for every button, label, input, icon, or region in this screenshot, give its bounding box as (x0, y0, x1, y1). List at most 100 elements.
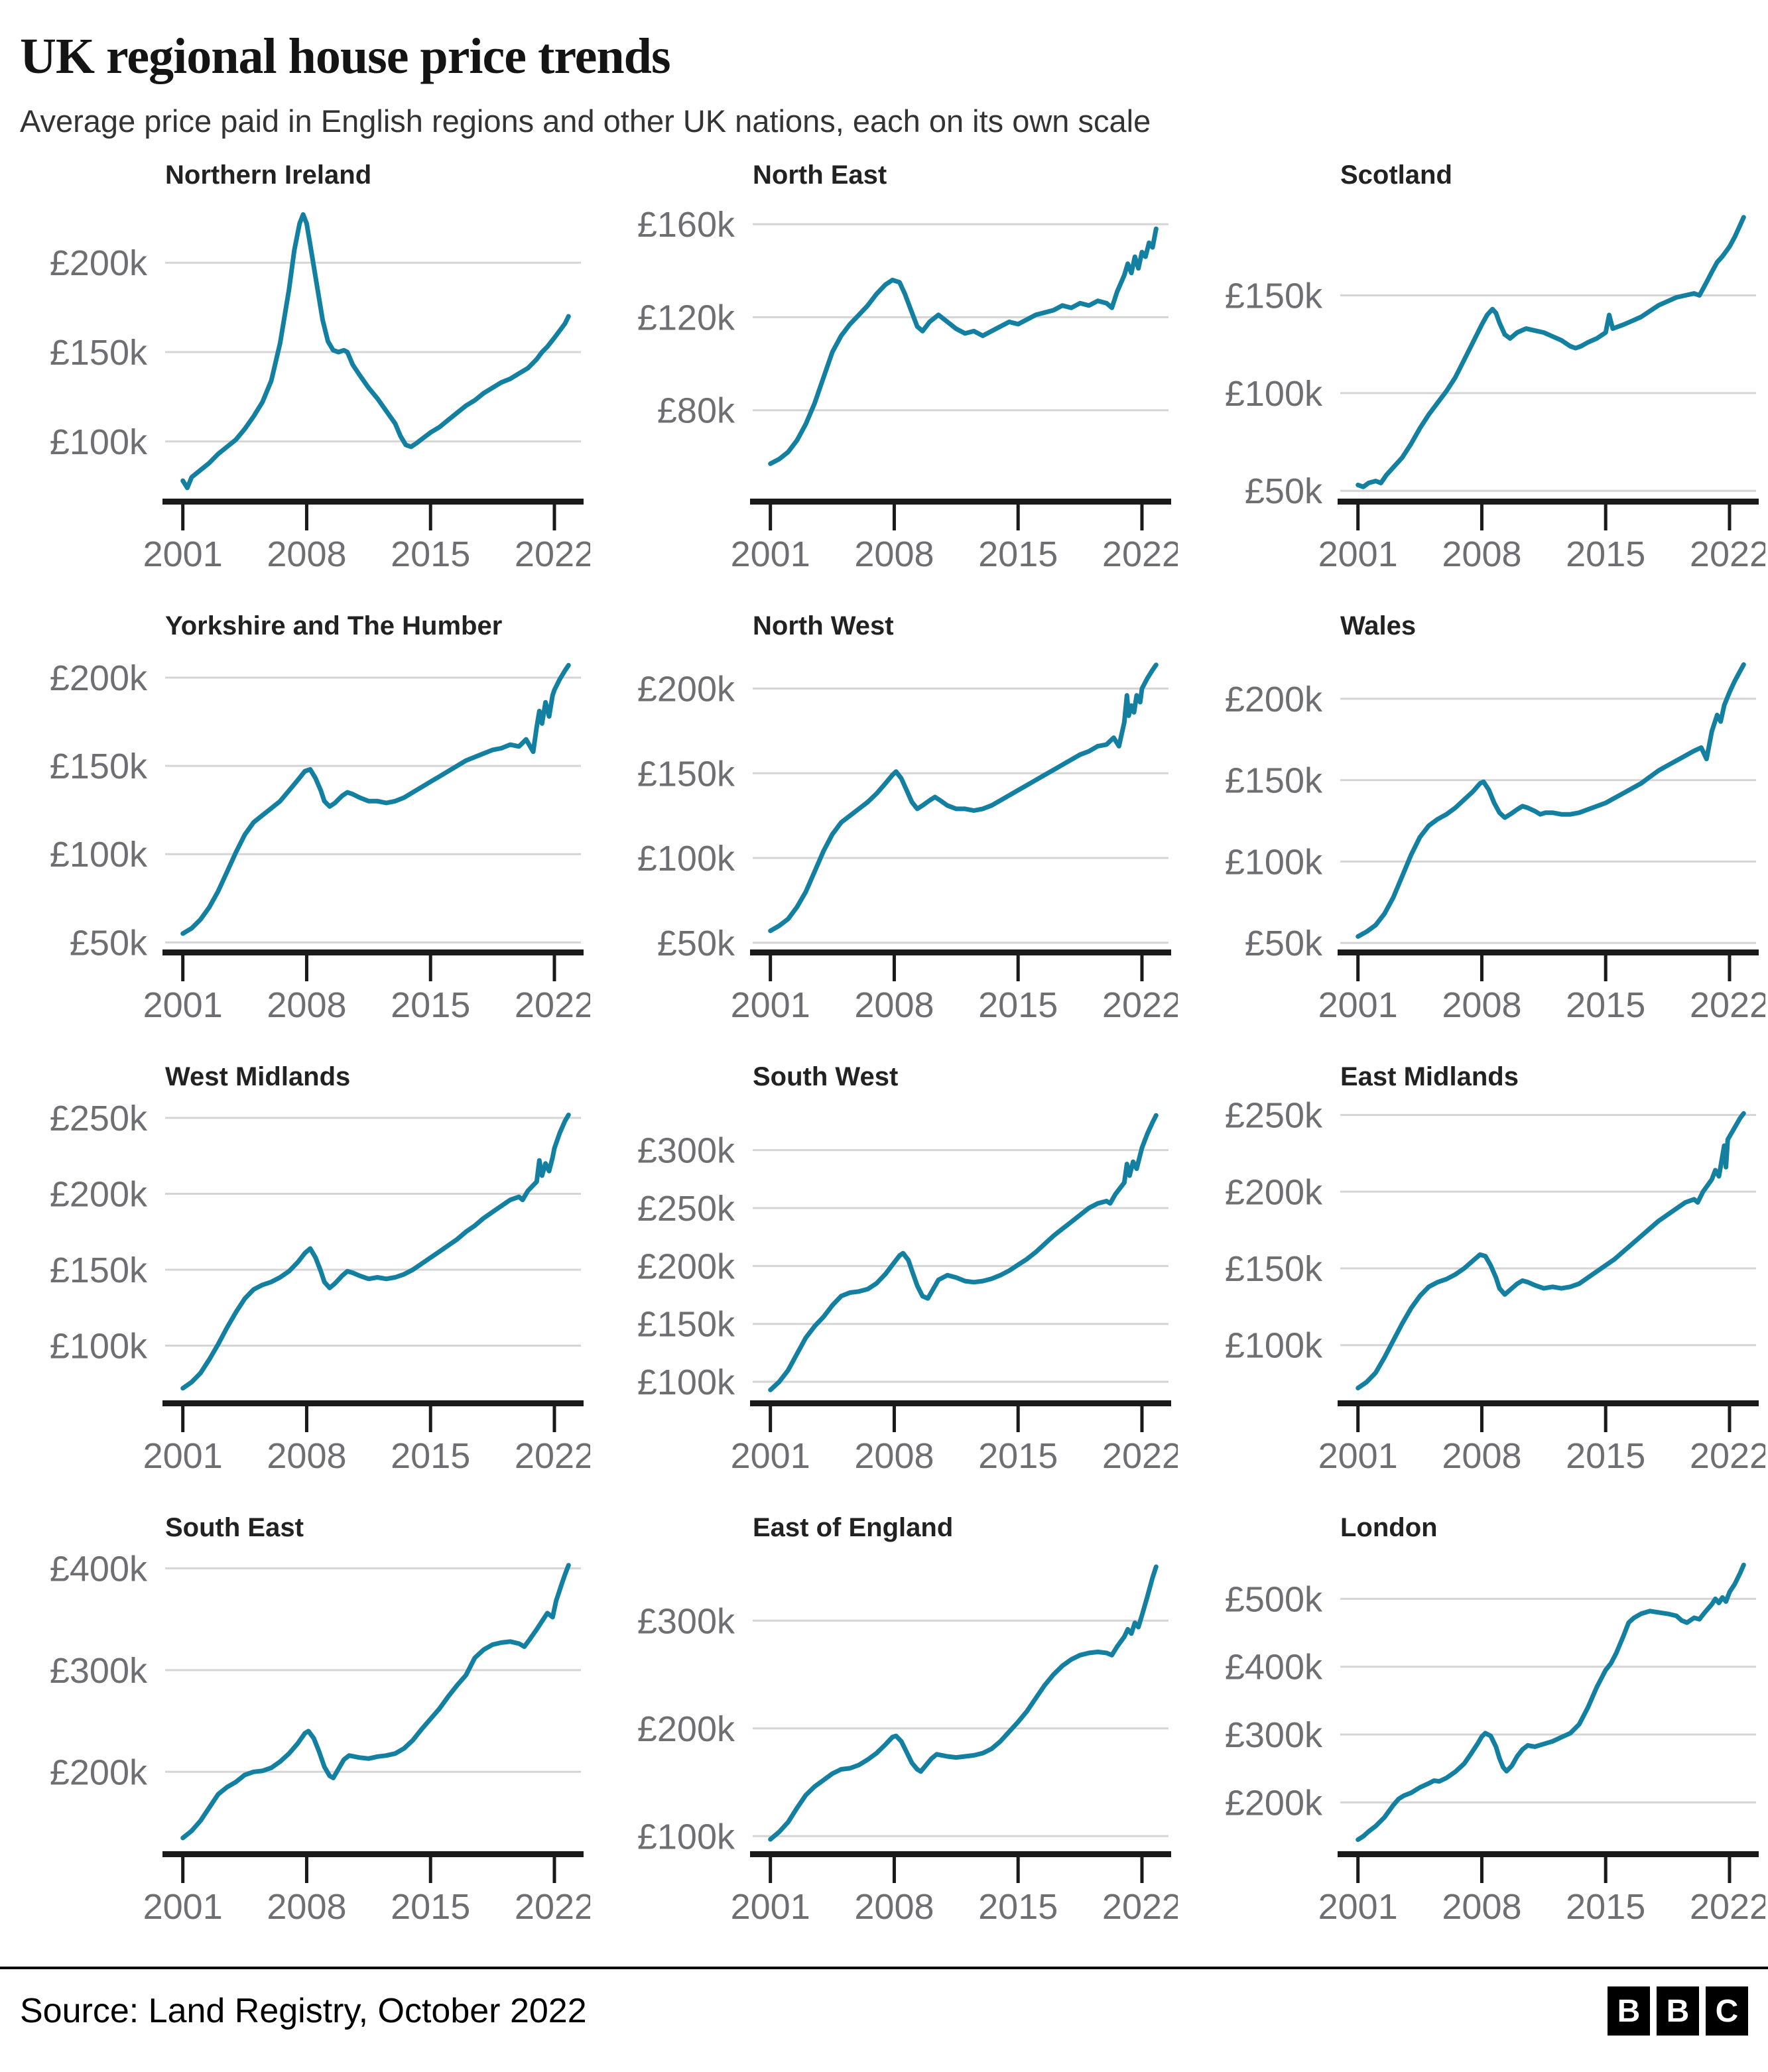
x-tick-label: 2022 (515, 1436, 590, 1476)
y-tick-label: £300k (637, 1131, 735, 1171)
x-tick-label: 2015 (978, 1436, 1058, 1476)
panel-north-west: North West £50k £100k £150k £200k 2001 2008 201… (597, 610, 1178, 1032)
x-tick-label: 2015 (1566, 1887, 1645, 1927)
y-tick-label: £50k (1245, 924, 1323, 963)
y-tick-label: £100k (50, 1327, 148, 1367)
price-line (1356, 1562, 1746, 1843)
y-tick-label: £150k (50, 333, 148, 373)
x-axis-baseline (750, 1400, 1171, 1406)
bbc-logo-letter: B (1666, 1993, 1690, 2029)
page-title: UK regional house price trends (20, 29, 671, 84)
panel-west-midlands: West Midlands £100k £150k £200k £250k 2001 200… (9, 1061, 590, 1483)
x-axis-baseline (750, 1851, 1171, 1857)
x-tick-label: 2008 (1442, 1436, 1521, 1476)
y-tick-label: £200k (50, 243, 148, 283)
panel-title: South West (753, 1062, 899, 1091)
x-axis-baseline (1338, 949, 1759, 955)
chart-svg: £50k £100k £150k £200k 2001 2008 2015 2022 (50, 658, 590, 1025)
y-tick-label: £150k (50, 1250, 148, 1290)
x-tick-label: 2008 (267, 534, 346, 574)
panel-northern-ireland: Northern Ireland £100k £150k £200k 2001 2008 2… (9, 159, 590, 581)
x-axis-baseline (1338, 1400, 1759, 1406)
chart-svg: £200k £300k £400k 2001 2008 2015 2022 (50, 1549, 590, 1927)
x-tick-label: 2015 (391, 1887, 470, 1927)
panel-london: London £200k £300k £400k £500k 2001 2008 2015 20… (1184, 1512, 1765, 1933)
bbc-logo-block: C (1706, 1986, 1748, 2036)
panel-wales: Wales £50k £100k £150k £200k 2001 2008 2015 2022 (1184, 610, 1765, 1032)
y-tick-label: £200k (1225, 1172, 1323, 1212)
chart-svg: £200k £300k £400k £500k 2001 2008 2015 2022 (1225, 1562, 1765, 1927)
panel-title: Wales (1340, 611, 1417, 640)
chart-svg: £50k £100k £150k £200k 2001 2008 2015 2022 (1225, 662, 1765, 1025)
x-tick-label: 2001 (143, 1887, 223, 1927)
chart-svg: £100k £200k £300k 2001 2008 2015 2022 (637, 1564, 1178, 1927)
y-tick-label: £150k (50, 747, 148, 786)
y-tick-label: £250k (1225, 1096, 1323, 1136)
y-tick-label: £100k (1225, 842, 1323, 882)
y-tick-label: £50k (70, 923, 148, 963)
x-tick-label: 2022 (1102, 1436, 1178, 1476)
y-tick-label: £100k (637, 1817, 735, 1857)
bbc-logo-block: B (1608, 1986, 1650, 2036)
y-tick-label: £100k (50, 422, 148, 462)
y-tick-label: £150k (1225, 1249, 1323, 1289)
header: UK regional house price trends Average p… (0, 0, 1768, 139)
y-tick-label: £200k (50, 1752, 148, 1792)
panel-title: Yorkshire and The Humber (165, 611, 503, 640)
y-tick-label: £50k (657, 924, 735, 963)
x-tick-label: 2008 (1442, 1887, 1521, 1927)
x-tick-label: 2008 (1442, 985, 1521, 1025)
y-tick-label: £150k (1225, 761, 1323, 801)
price-line (1356, 1111, 1746, 1390)
panel-title: London (1340, 1513, 1438, 1542)
source-text: Source: Land Registry, October 2022 (20, 1992, 587, 2030)
x-tick-label: 2008 (854, 985, 934, 1025)
panel-east-of-england: East of England £100k £200k £300k 2001 2008 20… (597, 1512, 1178, 1933)
price-line (180, 1563, 571, 1841)
chart-svg: £100k £150k £200k £250k £300k 2001 2008 2015 202… (637, 1113, 1178, 1476)
y-tick-label: £300k (637, 1601, 735, 1641)
x-tick-label: 2001 (1318, 1887, 1398, 1927)
y-tick-label: £200k (637, 670, 735, 709)
y-tick-label: £300k (50, 1651, 148, 1691)
x-tick-label: 2008 (854, 1887, 934, 1927)
x-tick-label: 2015 (391, 1436, 470, 1476)
y-tick-label: £250k (637, 1189, 735, 1229)
x-tick-label: 2015 (978, 985, 1058, 1025)
x-tick-label: 2015 (391, 534, 470, 574)
price-line (768, 662, 1159, 934)
bbc-logo-letter: B (1617, 1993, 1641, 2029)
y-tick-label: £200k (1225, 1783, 1323, 1823)
x-axis-baseline (162, 1400, 584, 1406)
x-axis-baseline (162, 499, 584, 505)
y-tick-label: £200k (637, 1709, 735, 1749)
y-tick-label: £200k (1225, 680, 1323, 719)
panels-grid: Northern Ireland £100k £150k £200k 2001 2008 2… (0, 159, 1768, 1963)
panel-title: East Midlands (1340, 1062, 1519, 1091)
x-tick-label: 2015 (1566, 985, 1645, 1025)
x-tick-label: 2008 (267, 985, 346, 1025)
panel-title: Scotland (1340, 160, 1452, 190)
x-tick-label: 2022 (515, 534, 590, 574)
page-subtitle: Average price paid in English regions an… (20, 103, 1151, 139)
x-tick-label: 2022 (1690, 1887, 1765, 1927)
chart-svg: £50k £100k £150k 2001 2008 2015 2022 (1225, 215, 1765, 574)
x-tick-label: 2008 (854, 1436, 934, 1476)
chart-svg: £100k £150k £200k 2001 2008 2015 2022 (50, 212, 590, 574)
chart-svg: £100k £150k £200k £250k 2001 2008 2015 2022 (1225, 1096, 1765, 1476)
y-tick-label: £100k (50, 835, 148, 875)
x-tick-label: 2001 (1318, 534, 1398, 574)
x-axis-baseline (750, 499, 1171, 505)
y-tick-label: £300k (1225, 1715, 1323, 1755)
price-line (768, 226, 1159, 466)
x-tick-label: 2015 (1566, 534, 1645, 574)
x-tick-label: 2001 (731, 985, 810, 1025)
y-tick-label: £80k (657, 391, 735, 431)
panel-title: East of England (753, 1513, 954, 1542)
x-tick-label: 2001 (731, 1436, 810, 1476)
x-axis-baseline (1338, 499, 1759, 505)
x-tick-label: 2001 (731, 1887, 810, 1927)
price-line (180, 212, 571, 491)
panel-title: North East (753, 160, 887, 190)
